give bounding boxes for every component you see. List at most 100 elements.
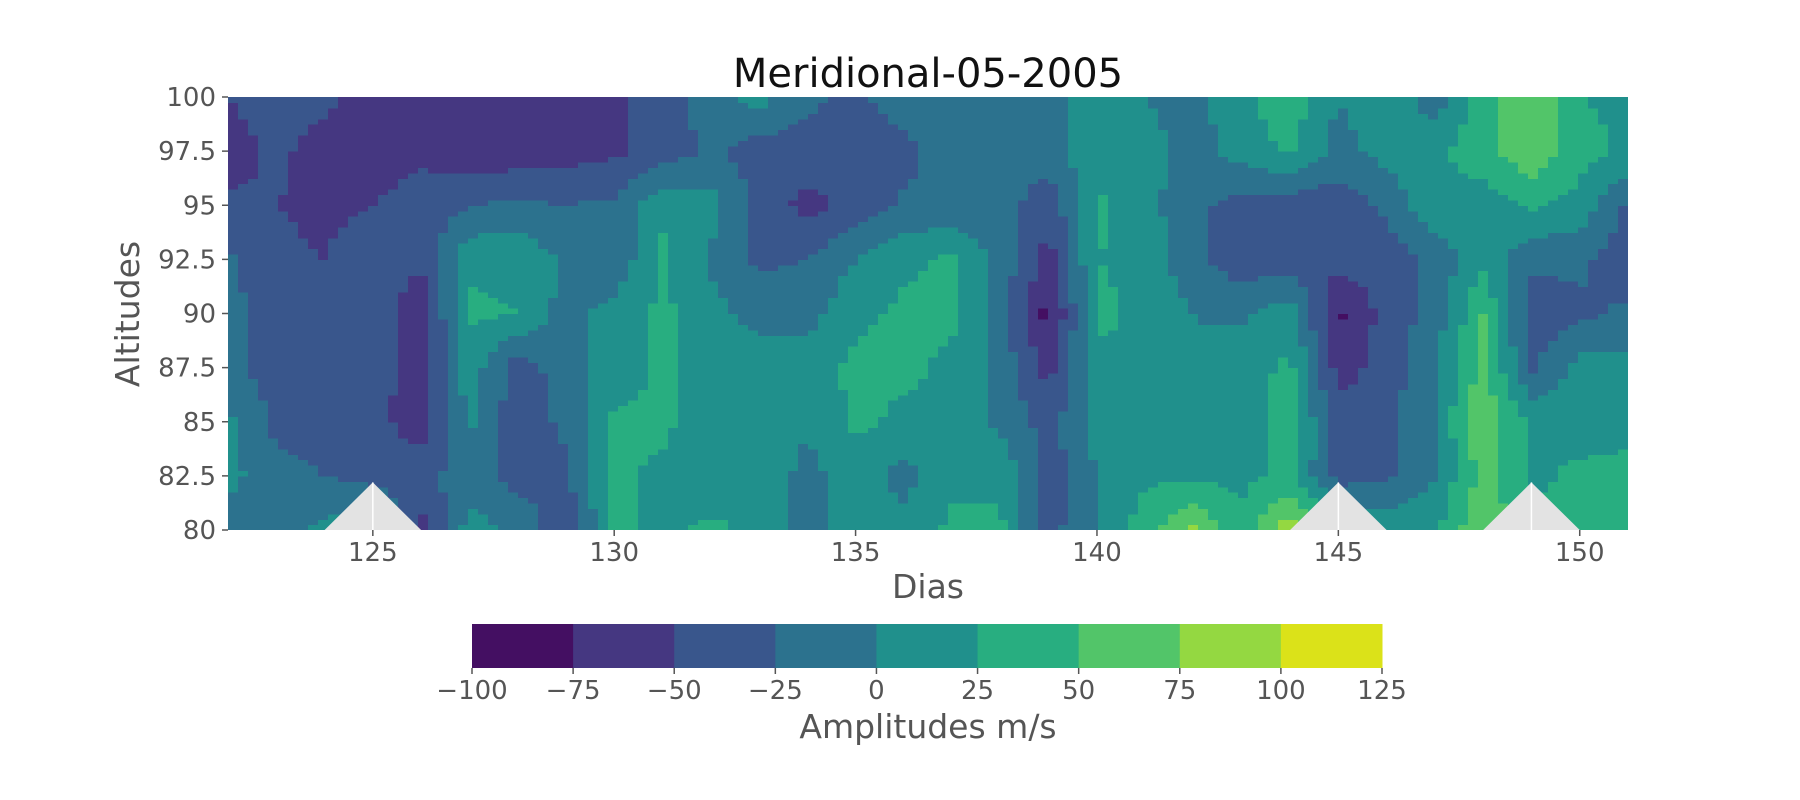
contour-cell	[598, 356, 609, 363]
contour-cell	[1458, 340, 1469, 347]
contour-cell	[588, 497, 599, 504]
contour-cell	[958, 345, 969, 352]
contour-cell	[278, 351, 289, 358]
contour-cell	[1538, 356, 1549, 363]
contour-cell	[1118, 345, 1129, 352]
contour-cell	[1228, 373, 1239, 380]
contour-cell	[668, 373, 679, 380]
contour-cell	[1078, 437, 1089, 444]
contour-cell	[438, 389, 449, 396]
contour-cell	[628, 394, 639, 401]
contour-cell	[1018, 470, 1029, 477]
contour-cell	[488, 416, 499, 423]
contour-cell	[1118, 427, 1129, 434]
contour-cell	[468, 502, 479, 509]
contour-cell	[1208, 475, 1219, 482]
contour-cell	[1098, 513, 1109, 520]
contour-cell	[1038, 448, 1049, 455]
contour-cell	[1458, 356, 1469, 363]
contour-cell	[968, 492, 979, 499]
contour-cell	[238, 340, 249, 347]
contour-cell	[1128, 345, 1139, 352]
contour-cell	[338, 335, 349, 342]
contour-cell	[418, 394, 429, 401]
contour-cell	[848, 394, 859, 401]
contour-cell	[1448, 448, 1459, 455]
contour-cell	[1448, 519, 1459, 526]
contour-cell	[1088, 416, 1099, 423]
contour-cell	[888, 421, 899, 428]
contour-cell	[518, 465, 529, 472]
contour-cell	[1348, 437, 1359, 444]
contour-cell	[1588, 367, 1599, 374]
contour-cell	[528, 335, 539, 342]
contour-cell	[598, 502, 609, 509]
contour-cell	[1408, 340, 1419, 347]
contour-cell	[1558, 400, 1569, 407]
contour-cell	[1268, 524, 1279, 530]
contour-cell	[878, 513, 889, 520]
contour-cell	[638, 459, 649, 466]
contour-cell	[798, 416, 809, 423]
contour-cell	[618, 465, 629, 472]
contour-cell	[1388, 405, 1399, 412]
contour-cell	[318, 481, 329, 488]
contour-cell	[1188, 459, 1199, 466]
contour-cell	[828, 400, 839, 407]
contour-cell	[1118, 378, 1129, 385]
contour-cell	[1358, 362, 1369, 369]
contour-cell	[448, 427, 459, 434]
contour-cell	[1368, 492, 1379, 499]
contour-cell	[968, 340, 979, 347]
contour-cell	[1218, 481, 1229, 488]
contour-cell	[1168, 481, 1179, 488]
contour-cell	[508, 351, 519, 358]
contour-cell	[988, 443, 999, 450]
contour-cell	[1408, 345, 1419, 352]
contour-cell	[288, 335, 299, 342]
contour-cell	[1248, 373, 1259, 380]
contour-cell	[1488, 400, 1499, 407]
contour-cell	[528, 470, 539, 477]
contour-cell	[598, 351, 609, 358]
contour-cell	[678, 454, 689, 461]
contour-cell	[1028, 416, 1039, 423]
contour-cell	[678, 410, 689, 417]
contour-cell	[578, 416, 589, 423]
contour-cell	[1208, 513, 1219, 520]
contour-cell	[1238, 378, 1249, 385]
contour-cell	[608, 373, 619, 380]
contour-cell	[1518, 405, 1529, 412]
contour-cell	[498, 410, 509, 417]
contour-cell	[1058, 448, 1069, 455]
contour-cell	[1058, 519, 1069, 526]
contour-cell	[298, 519, 309, 526]
contour-cell	[1128, 448, 1139, 455]
contour-cell	[748, 362, 759, 369]
contour-cell	[1098, 454, 1109, 461]
contour-cell	[938, 470, 949, 477]
contour-cell	[1188, 437, 1199, 444]
contour-cell	[678, 470, 689, 477]
contour-cell	[1058, 362, 1069, 369]
contour-cell	[1248, 356, 1259, 363]
contour-cell	[1578, 383, 1589, 390]
contour-cell	[578, 513, 589, 520]
contour-cell	[838, 389, 849, 396]
contour-cell	[1558, 454, 1569, 461]
contour-cell	[338, 502, 349, 509]
contour-cell	[608, 345, 619, 352]
contour-cell	[258, 432, 269, 439]
contour-cell	[1588, 492, 1599, 499]
contour-cell	[718, 486, 729, 493]
contour-cell	[698, 351, 709, 358]
contour-cell	[1598, 459, 1609, 466]
contour-cell	[438, 470, 449, 477]
contour-cell	[1088, 383, 1099, 390]
contour-cell	[418, 448, 429, 455]
contour-cell	[258, 383, 269, 390]
contour-cell	[1398, 383, 1409, 390]
contour-cell	[1378, 432, 1389, 439]
contour-cell	[588, 362, 599, 369]
contour-cell	[638, 416, 649, 423]
